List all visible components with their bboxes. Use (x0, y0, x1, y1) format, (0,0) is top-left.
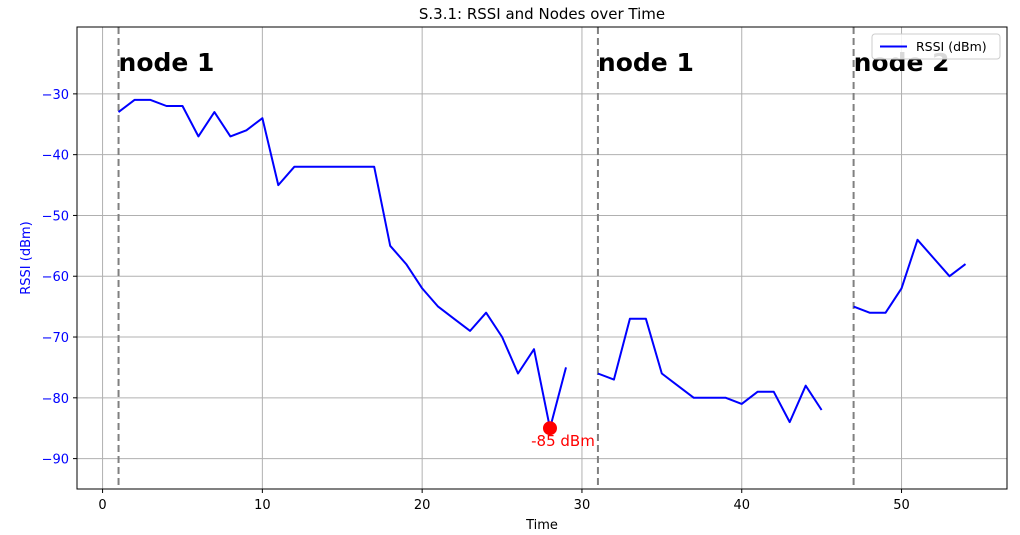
legend: RSSI (dBm) (871, 33, 1001, 60)
x-axis-label: Time (525, 518, 558, 533)
rssi-series (117, 98, 967, 430)
annotation: -85 dBm (531, 421, 595, 450)
y-tick-label: −60 (42, 270, 69, 285)
node-label: node 1 (598, 48, 694, 77)
rssi-line-segment (597, 317, 823, 424)
y-tick-label: −30 (42, 88, 69, 103)
x-tick-label: 20 (414, 498, 431, 513)
y-tick-label: −40 (42, 149, 69, 164)
x-tick-label: 30 (574, 498, 591, 513)
y-tick-label: −50 (42, 209, 69, 224)
min-rssi-marker (542, 421, 557, 436)
y-tick-label: −90 (42, 453, 69, 468)
node-label: node 1 (119, 48, 215, 77)
legend-box (871, 33, 1001, 60)
plot-frame (76, 26, 1008, 490)
chart-title: S.3.1: RSSI and Nodes over Time (419, 5, 665, 23)
axis-ticks: 0 10 20 30 40 50 −30 −40 −50 −60 −70 −80 −90 (42, 88, 910, 513)
node-labels: node 1 node 1 node 2 (119, 48, 950, 77)
y-tick-label: −70 (42, 331, 69, 346)
grid-lines (77, 27, 1007, 489)
min-rssi-label: -85 dBm (531, 432, 595, 450)
rssi-line-segment (117, 98, 567, 430)
legend-entry: RSSI (dBm) (916, 39, 987, 54)
x-tick-label: 50 (893, 498, 910, 513)
x-tick-label: 40 (733, 498, 750, 513)
y-tick-label: −80 (42, 392, 69, 407)
x-tick-label: 0 (98, 498, 106, 513)
rssi-line-segment (853, 238, 967, 314)
y-axis-label: RSSI (dBm) (19, 221, 34, 294)
x-tick-label: 10 (254, 498, 271, 513)
node-boundary-lines (117, 27, 855, 489)
